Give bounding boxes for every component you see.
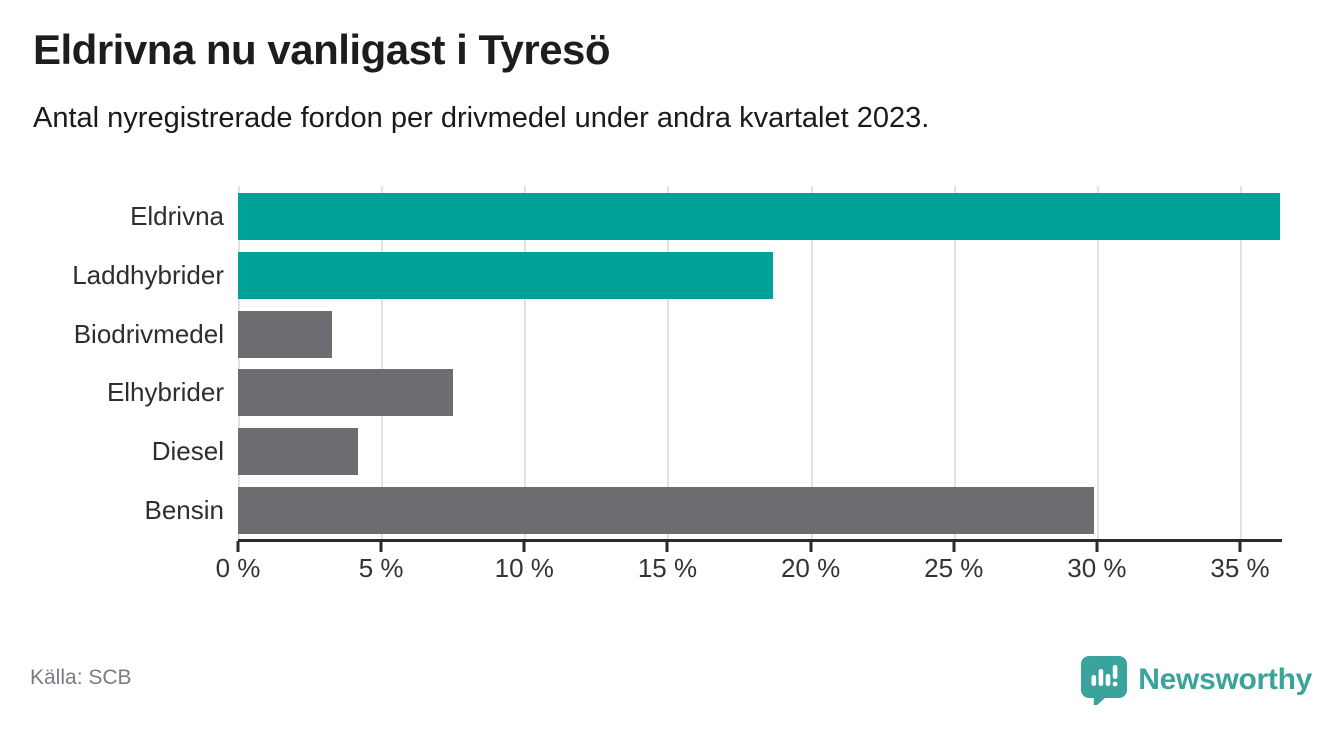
gridline xyxy=(238,186,240,540)
axis-tick xyxy=(952,541,956,552)
axis-tick xyxy=(665,541,669,552)
axis-tick xyxy=(379,541,383,552)
bar-eldrivna xyxy=(238,193,1281,240)
gridline xyxy=(524,186,527,540)
bar-laddhybrider xyxy=(238,251,774,299)
newsworthy-wordmark: Newsworthy xyxy=(1138,663,1312,696)
axis-tick xyxy=(236,541,240,552)
gridline xyxy=(667,186,670,540)
x-axis-line xyxy=(238,539,1282,542)
axis-tick xyxy=(1238,541,1242,552)
category-label-diesel: Diesel xyxy=(151,436,224,467)
bar-elhybrider xyxy=(238,369,453,417)
newsworthy-badge-icon xyxy=(1081,656,1128,705)
axis-tick-label: 5 % xyxy=(358,553,404,583)
x-axis-ticks xyxy=(236,541,1281,553)
chart-title: Eldrivna nu vanligast i Tyresö xyxy=(33,26,611,73)
category-label-biodrivmedel: Biodrivmedel xyxy=(73,318,224,349)
category-axis: Eldrivna Laddhybrider Biodrivmedel Elhybrid… xyxy=(0,186,224,540)
gridline xyxy=(1240,186,1243,540)
category-label-laddhybrider: Laddhybrider xyxy=(72,259,224,290)
axis-tick xyxy=(809,541,813,552)
category-label-elhybrider: Elhybrider xyxy=(106,377,224,408)
bar-diesel xyxy=(238,428,359,476)
bar-biodrivmedel xyxy=(238,310,333,358)
plot-area xyxy=(238,186,1281,540)
axis-tick-label: 0 % xyxy=(215,553,261,583)
axis-tick-label: 20 % xyxy=(780,553,841,583)
category-label-bensin: Bensin xyxy=(144,495,225,526)
gridline xyxy=(953,186,956,540)
axis-tick-label: 30 % xyxy=(1067,553,1127,583)
axis-tick-label: 25 % xyxy=(924,553,984,583)
bar-bensin xyxy=(238,487,1095,535)
chart-subtitle: Antal nyregistrerade fordon per drivmede… xyxy=(33,102,930,134)
axis-tick xyxy=(522,541,526,552)
x-axis-tick-labels: 0 % 5 % 10 % 15 % 20 % 25 % 30 % 35 % xyxy=(216,553,1281,587)
category-label-eldrivna: Eldrivna xyxy=(130,201,224,231)
gridline xyxy=(381,186,384,540)
newsworthy-logo: Newsworthy xyxy=(1080,655,1312,705)
axis-tick-label: 10 % xyxy=(494,553,554,583)
axis-tick xyxy=(1095,541,1099,552)
axis-tick-label: 15 % xyxy=(637,553,698,583)
axis-tick-label: 35 % xyxy=(1210,553,1270,583)
gridline xyxy=(1096,186,1099,540)
gridline xyxy=(810,186,813,540)
source-note: Källa: SCB xyxy=(30,666,132,689)
